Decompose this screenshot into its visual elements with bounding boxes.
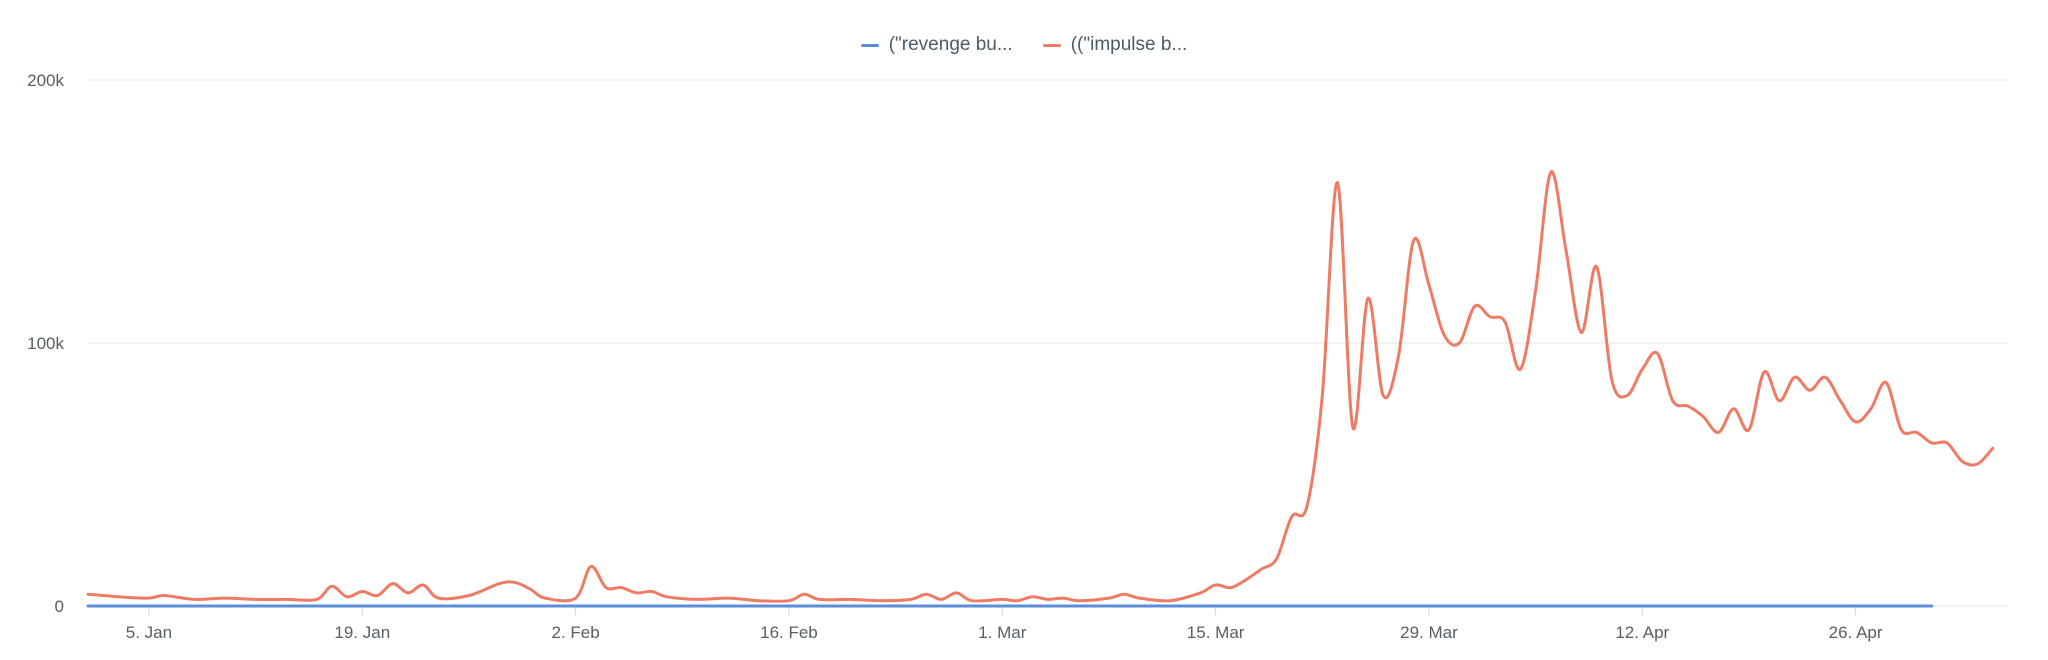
legend-swatch-impulse bbox=[1042, 43, 1061, 47]
x-tick-label-8: 26. Apr bbox=[1829, 623, 1883, 642]
legend-swatch-revenge bbox=[860, 43, 879, 47]
x-tick-label-1: 19. Jan bbox=[334, 623, 390, 642]
legend: ("revenge bu... (("impulse b... bbox=[0, 34, 2048, 56]
gridlines bbox=[88, 79, 2008, 607]
y-axis: 0 100k 200k bbox=[27, 71, 64, 616]
x-tick-label-0: 5. Jan bbox=[126, 623, 172, 642]
legend-label-revenge: ("revenge bu... bbox=[888, 34, 1013, 55]
y-tick-label-1: 100k bbox=[27, 334, 64, 353]
series-lines bbox=[86, 170, 1995, 608]
x-axis: 5. Jan 19. Jan 2. Feb 16. Feb 1. Mar 15. Mar 2… bbox=[126, 606, 1883, 642]
legend-item-impulse[interactable]: (("impulse b... bbox=[1042, 34, 1188, 56]
x-tick-label-3: 16. Feb bbox=[760, 623, 818, 642]
x-tick-label-5: 15. Mar bbox=[1187, 623, 1245, 642]
legend-item-revenge[interactable]: ("revenge bu... bbox=[860, 34, 1013, 56]
x-tick-label-6: 29. Mar bbox=[1400, 623, 1458, 642]
y-tick-label-0: 0 bbox=[55, 597, 64, 616]
x-tick-label-2: 2. Feb bbox=[552, 623, 600, 642]
series-line-1[interactable] bbox=[86, 170, 1995, 603]
x-tick-label-4: 1. Mar bbox=[978, 623, 1027, 642]
x-tick-label-7: 12. Apr bbox=[1615, 623, 1669, 642]
legend-label-impulse: (("impulse b... bbox=[1070, 34, 1188, 55]
y-tick-label-2: 200k bbox=[27, 71, 64, 90]
